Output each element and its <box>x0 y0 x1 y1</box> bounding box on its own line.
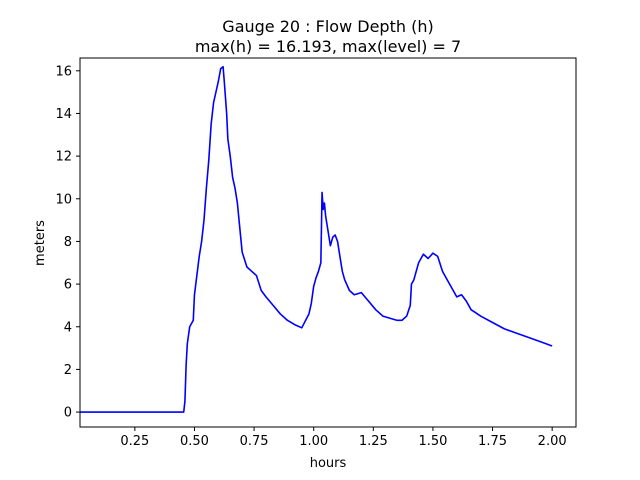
y-tick-label: 14 <box>55 107 72 122</box>
x-tick-label: 2.00 <box>538 434 567 449</box>
x-tick-label: 1.75 <box>478 434 507 449</box>
plot-frame <box>79 57 577 428</box>
x-axis-label: hours <box>310 456 347 471</box>
y-tick-label: 8 <box>64 235 72 250</box>
x-tick-label: 0.50 <box>180 434 209 449</box>
y-tick-label: 0 <box>64 406 72 421</box>
y-axis-label: meters <box>33 220 48 266</box>
y-tick-label: 10 <box>55 192 72 207</box>
y-tick-label: 2 <box>64 363 72 378</box>
y-tick-label: 16 <box>55 64 72 79</box>
x-tick-label: 0.75 <box>240 434 269 449</box>
y-tick-label: 4 <box>64 320 72 335</box>
x-tick-label: 1.50 <box>418 434 447 449</box>
y-tick-label: 6 <box>64 278 72 293</box>
x-tick-label: 0.25 <box>120 434 149 449</box>
chart-subtitle: max(h) = 16.193, max(level) = 7 <box>195 37 461 56</box>
x-tick-label: 1.00 <box>299 434 328 449</box>
plot-area: 0.25 0.50 0.75 1.00 1.25 1.50 1.75 2.00 0 2 4 6 8 10 1… <box>55 57 577 449</box>
chart-title: Gauge 20 : Flow Depth (h) <box>222 17 433 36</box>
y-tick-label: 12 <box>55 150 72 165</box>
series-line <box>80 65 553 413</box>
x-tick-label: 1.25 <box>359 434 388 449</box>
